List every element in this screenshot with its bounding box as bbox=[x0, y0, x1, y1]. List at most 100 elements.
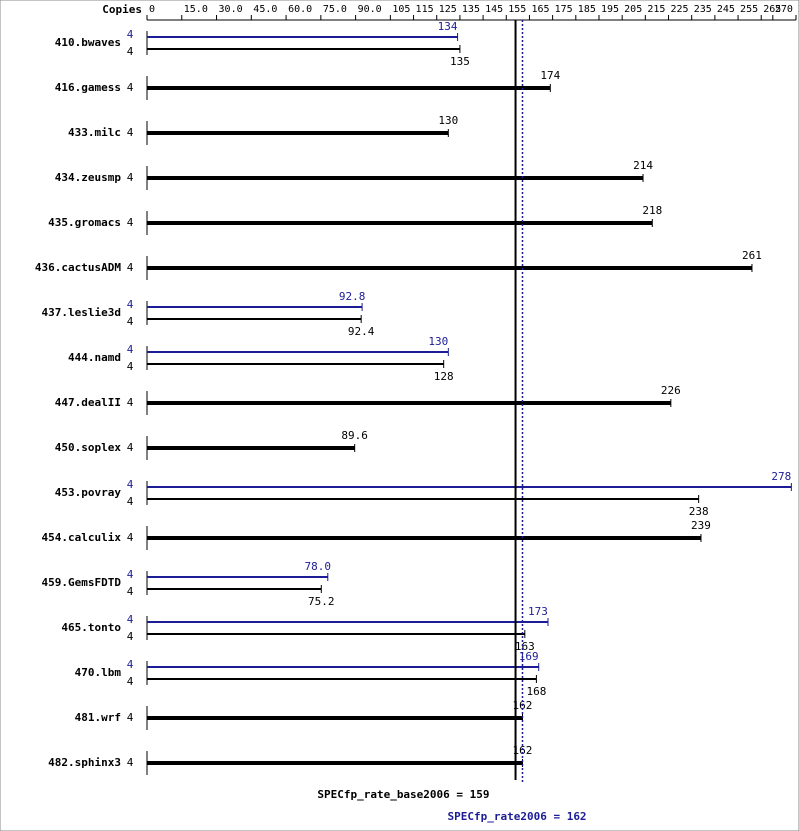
copies: 4 bbox=[127, 45, 134, 58]
bar bbox=[147, 48, 460, 50]
x-tick-label: 60.0 bbox=[288, 4, 312, 15]
value-label: 134 bbox=[438, 20, 458, 33]
copies-header: Copies bbox=[102, 3, 142, 16]
value-label: 174 bbox=[540, 69, 560, 82]
bar bbox=[147, 176, 644, 180]
copies: 4 bbox=[127, 28, 134, 41]
copies: 4 bbox=[127, 585, 134, 598]
bar bbox=[147, 446, 355, 450]
x-tick-label: 115 bbox=[416, 4, 434, 15]
copies: 4 bbox=[127, 630, 134, 643]
x-tick-label: 105 bbox=[392, 4, 410, 15]
category-label: 410.bwaves bbox=[55, 36, 121, 49]
bar bbox=[147, 666, 539, 668]
x-tick-label: 30.0 bbox=[219, 4, 243, 15]
reference-label: SPECfp_rate_base2006 = 159 bbox=[317, 788, 489, 801]
x-tick-label: 135 bbox=[462, 4, 480, 15]
value-label: 278 bbox=[771, 470, 791, 483]
x-tick-label: 165 bbox=[531, 4, 549, 15]
x-tick-label: 0 bbox=[149, 4, 155, 15]
bar bbox=[147, 498, 699, 500]
value-label: 75.2 bbox=[308, 595, 335, 608]
copies: 4 bbox=[127, 315, 134, 328]
x-tick-label: 185 bbox=[578, 4, 596, 15]
category-label: 436.cactusADM bbox=[35, 261, 121, 274]
copies: 4 bbox=[127, 613, 134, 626]
x-tick-label: 15.0 bbox=[184, 4, 208, 15]
bar bbox=[147, 486, 792, 488]
value-label: 92.8 bbox=[339, 290, 366, 303]
category-label: 447.dealII bbox=[55, 396, 121, 409]
x-tick-label: 215 bbox=[647, 4, 665, 15]
category-label: 433.milc bbox=[68, 126, 121, 139]
bar bbox=[147, 221, 653, 225]
bar bbox=[147, 401, 671, 405]
category-label: 437.leslie3d bbox=[42, 306, 121, 319]
value-label: 168 bbox=[526, 685, 546, 698]
bar bbox=[147, 536, 701, 540]
category-label: 435.gromacs bbox=[48, 216, 121, 229]
copies: 4 bbox=[127, 343, 134, 356]
copies: 4 bbox=[127, 441, 134, 454]
x-tick-label: 75.0 bbox=[323, 4, 347, 15]
category-label: 416.gamess bbox=[55, 81, 121, 94]
value-label: 173 bbox=[528, 605, 548, 618]
value-label: 130 bbox=[428, 335, 448, 348]
category-label: 470.lbm bbox=[75, 666, 122, 679]
value-label: 128 bbox=[434, 370, 454, 383]
value-label: 214 bbox=[633, 159, 653, 172]
bar bbox=[147, 716, 523, 720]
x-tick-label: 265 bbox=[763, 4, 781, 15]
x-tick-label: 195 bbox=[601, 4, 619, 15]
value-label: 135 bbox=[450, 55, 470, 68]
x-tick-label: 205 bbox=[624, 4, 642, 15]
bar bbox=[147, 678, 537, 680]
value-label: 226 bbox=[661, 384, 681, 397]
copies: 4 bbox=[127, 216, 134, 229]
value-label: 78.0 bbox=[305, 560, 332, 573]
copies: 4 bbox=[127, 756, 134, 769]
copies: 4 bbox=[127, 478, 134, 491]
category-label: 454.calculix bbox=[42, 531, 122, 544]
bar bbox=[147, 621, 548, 623]
x-tick-label: 245 bbox=[717, 4, 735, 15]
copies: 4 bbox=[127, 126, 134, 139]
copies: 4 bbox=[127, 711, 134, 724]
category-label: 481.wrf bbox=[75, 711, 121, 724]
bar bbox=[147, 588, 322, 590]
value-label: 163 bbox=[515, 640, 535, 653]
value-label: 92.4 bbox=[348, 325, 375, 338]
copies: 4 bbox=[127, 531, 134, 544]
x-tick-label: 255 bbox=[740, 4, 758, 15]
x-tick-label: 145 bbox=[485, 4, 503, 15]
copies: 4 bbox=[127, 658, 134, 671]
x-tick-label: 90.0 bbox=[358, 4, 382, 15]
copies: 4 bbox=[127, 495, 134, 508]
value-label: 169 bbox=[519, 650, 539, 663]
value-label: 89.6 bbox=[341, 429, 368, 442]
category-label: 459.GemsFDTD bbox=[42, 576, 122, 589]
category-label: 453.povray bbox=[55, 486, 122, 499]
category-label: 450.soplex bbox=[55, 441, 122, 454]
bar bbox=[147, 363, 444, 365]
category-label: 444.namd bbox=[68, 351, 121, 364]
bar bbox=[147, 318, 362, 320]
copies: 4 bbox=[127, 298, 134, 311]
value-label: 162 bbox=[513, 744, 533, 757]
bar bbox=[147, 86, 551, 90]
value-label: 239 bbox=[691, 519, 711, 532]
bar bbox=[147, 576, 328, 578]
category-label: 465.tonto bbox=[61, 621, 121, 634]
copies: 4 bbox=[127, 360, 134, 373]
value-label: 218 bbox=[642, 204, 662, 217]
category-label: 482.sphinx3 bbox=[48, 756, 121, 769]
copies: 4 bbox=[127, 396, 134, 409]
copies: 4 bbox=[127, 81, 134, 94]
x-tick-label: 175 bbox=[555, 4, 573, 15]
x-tick-label: 125 bbox=[439, 4, 457, 15]
value-label: 238 bbox=[689, 505, 709, 518]
x-tick-label: 225 bbox=[671, 4, 689, 15]
bar bbox=[147, 36, 458, 38]
bar bbox=[147, 266, 752, 270]
